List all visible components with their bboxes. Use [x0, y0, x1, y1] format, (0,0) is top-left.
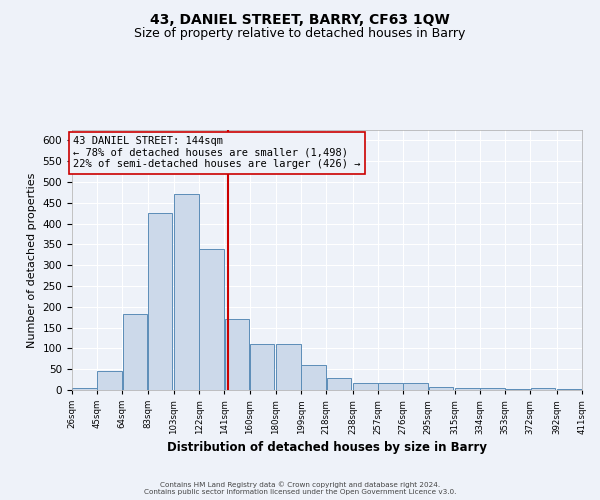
Bar [276, 344, 301, 390]
Bar [326, 378, 351, 390]
Bar [301, 365, 326, 390]
Bar [557, 389, 582, 390]
Bar [250, 344, 274, 390]
Bar [505, 389, 530, 390]
Bar [428, 386, 453, 390]
Bar [122, 314, 147, 390]
Bar [97, 372, 122, 390]
X-axis label: Distribution of detached houses by size in Barry: Distribution of detached houses by size … [167, 441, 487, 454]
Bar [224, 320, 249, 390]
Text: 43, DANIEL STREET, BARRY, CF63 1QW: 43, DANIEL STREET, BARRY, CF63 1QW [150, 12, 450, 26]
Bar [480, 388, 505, 390]
Bar [378, 382, 403, 390]
Bar [353, 382, 378, 390]
Bar [530, 388, 555, 390]
Y-axis label: Number of detached properties: Number of detached properties [27, 172, 37, 348]
Text: Size of property relative to detached houses in Barry: Size of property relative to detached ho… [134, 28, 466, 40]
Bar [174, 194, 199, 390]
Text: 43 DANIEL STREET: 144sqm
← 78% of detached houses are smaller (1,498)
22% of sem: 43 DANIEL STREET: 144sqm ← 78% of detach… [73, 136, 361, 170]
Bar [148, 213, 172, 390]
Bar [199, 248, 224, 390]
Bar [455, 388, 480, 390]
Bar [403, 382, 428, 390]
Bar [72, 388, 97, 390]
Text: Contains HM Land Registry data © Crown copyright and database right 2024.
Contai: Contains HM Land Registry data © Crown c… [144, 482, 456, 495]
